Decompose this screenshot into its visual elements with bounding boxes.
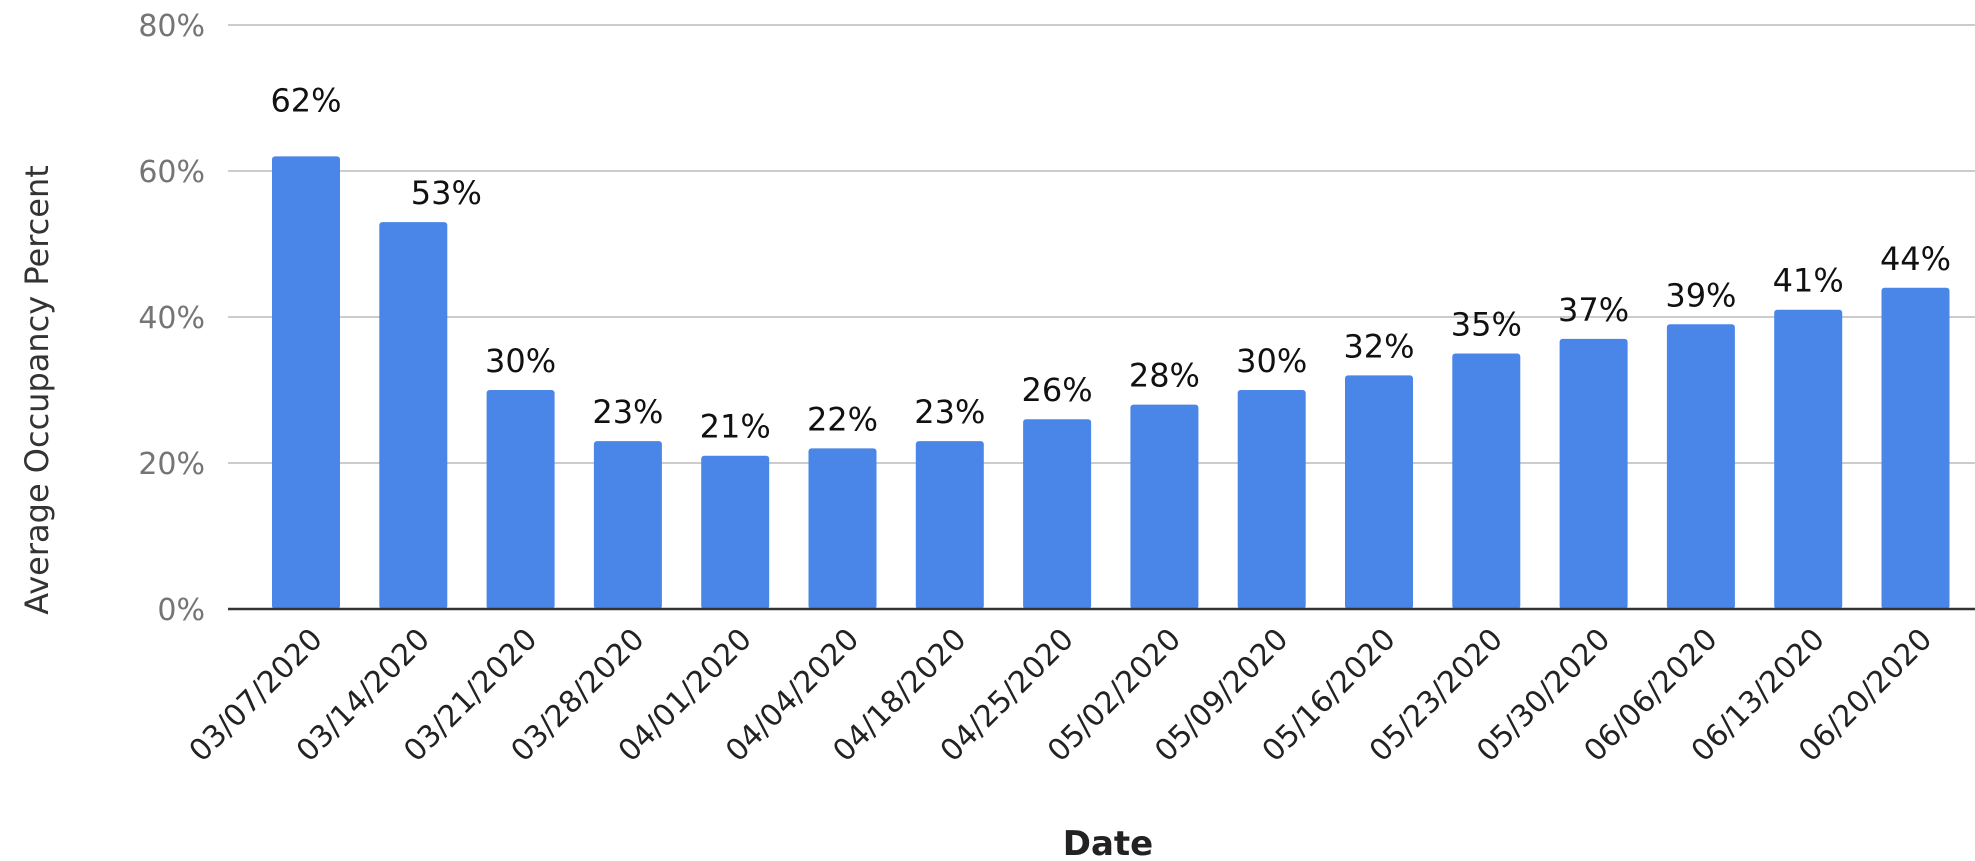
data-label: 32%	[1343, 327, 1414, 365]
data-label: 41%	[1773, 262, 1844, 300]
bar	[808, 448, 877, 609]
y-tick-label: 40%	[138, 301, 205, 336]
data-label: 35%	[1451, 306, 1522, 344]
y-tick-label: 60%	[138, 155, 205, 190]
y-axis-title: Average Occupancy Percent	[18, 165, 56, 615]
data-label: 28%	[1129, 357, 1200, 395]
data-label: 37%	[1558, 291, 1629, 329]
bars-layer	[272, 156, 1950, 609]
bar	[486, 390, 555, 609]
data-label: 44%	[1880, 240, 1951, 278]
data-label: 26%	[1022, 371, 1093, 409]
bar	[1559, 338, 1628, 609]
bar	[1130, 404, 1199, 609]
bar	[1345, 375, 1413, 609]
y-tick-label: 0%	[157, 593, 205, 628]
data-label: 30%	[1236, 342, 1307, 380]
y-tick-label: 20%	[138, 447, 205, 482]
data-label: 62%	[270, 81, 341, 119]
bar	[1452, 353, 1521, 609]
data-label: 23%	[914, 393, 985, 431]
data-label: 39%	[1665, 276, 1736, 314]
bar	[1774, 309, 1843, 609]
data-label: 30%	[485, 342, 556, 380]
bar	[1237, 390, 1306, 609]
data-labels-layer: 62% 53% 30% 23% 21% 22% 23% 26% 28% 30% 32% 35% 37% 3…	[270, 81, 1951, 445]
data-label: 22%	[807, 400, 878, 438]
data-label: 21%	[700, 408, 771, 446]
bar	[701, 455, 770, 609]
data-label: 23%	[592, 393, 663, 431]
bar	[1881, 287, 1950, 609]
bar	[1666, 324, 1735, 609]
bar	[915, 441, 984, 609]
x-axis-title: Date	[1063, 824, 1153, 861]
data-label: 53%	[411, 174, 482, 212]
bar	[272, 156, 340, 609]
y-tick-label: 80%	[138, 9, 205, 44]
bar	[593, 441, 662, 609]
bar	[379, 222, 448, 609]
bar	[1023, 419, 1092, 609]
